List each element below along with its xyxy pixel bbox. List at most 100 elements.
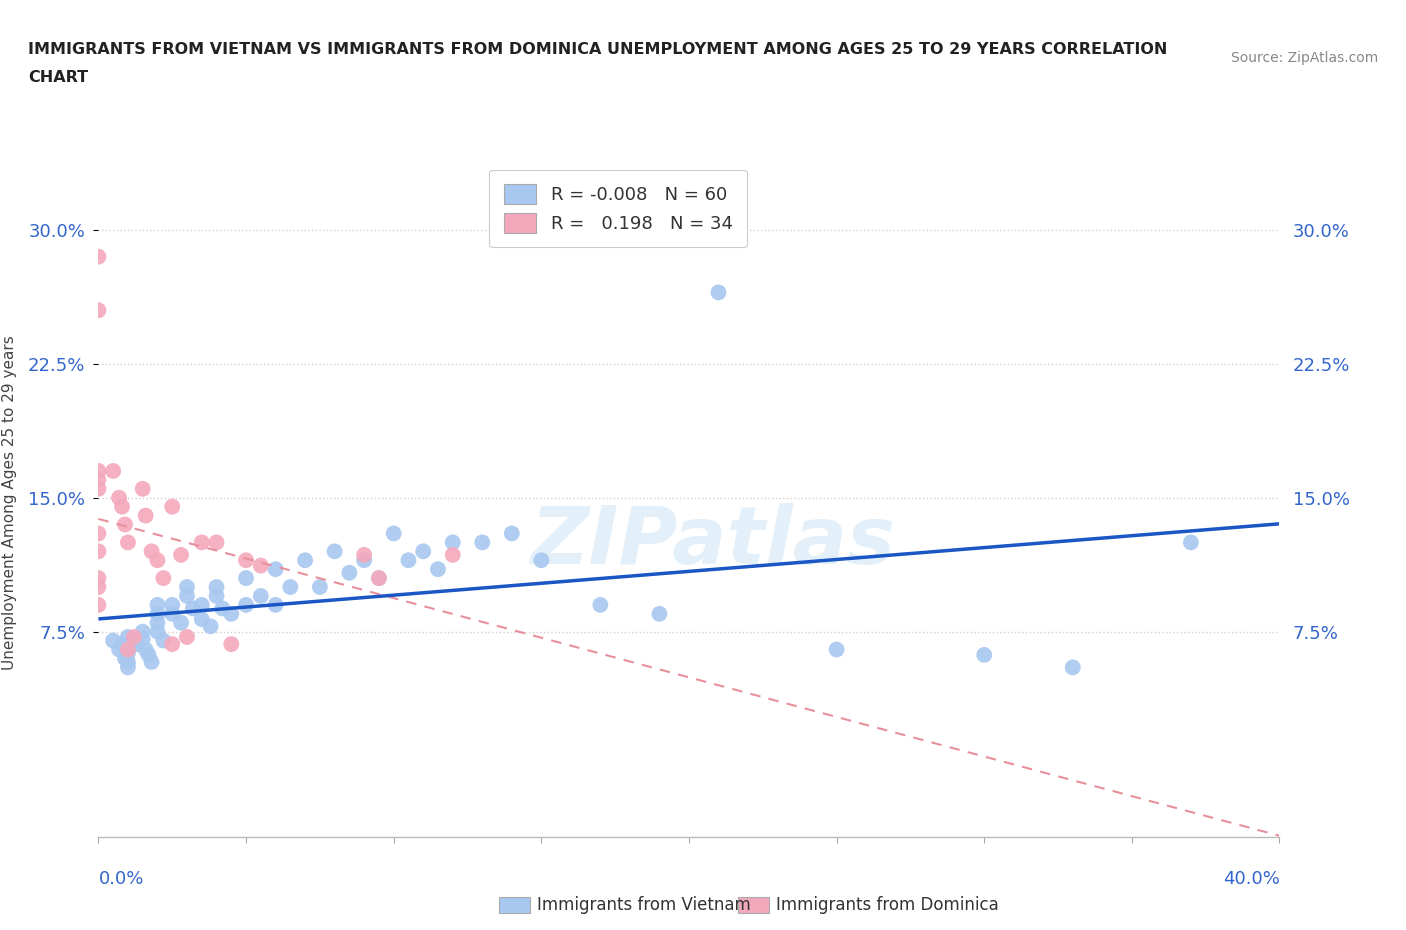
Point xyxy=(146,606,169,621)
Point xyxy=(176,589,198,604)
Point xyxy=(205,535,228,550)
Point xyxy=(87,597,110,612)
Text: 40.0%: 40.0% xyxy=(1223,870,1279,887)
Point xyxy=(294,552,316,567)
Point xyxy=(191,597,214,612)
Point xyxy=(219,606,242,621)
Point xyxy=(132,631,155,646)
Point xyxy=(87,482,110,497)
Point xyxy=(103,463,125,478)
Point xyxy=(103,633,125,648)
Point xyxy=(111,499,134,514)
Point xyxy=(427,562,450,577)
Point xyxy=(471,535,494,550)
Point xyxy=(264,597,287,612)
Point xyxy=(87,463,110,478)
Point xyxy=(412,544,434,559)
Point xyxy=(114,517,136,532)
Point xyxy=(162,606,183,621)
Text: Immigrants from Dominica: Immigrants from Dominica xyxy=(776,896,998,914)
Point xyxy=(141,544,163,559)
Point xyxy=(278,579,302,594)
Point xyxy=(138,647,160,662)
Point xyxy=(141,655,163,670)
Point xyxy=(170,616,193,631)
Point xyxy=(1180,535,1202,550)
Point xyxy=(117,655,139,670)
Point xyxy=(117,535,139,550)
Point xyxy=(264,562,287,577)
Point xyxy=(87,544,110,559)
Point xyxy=(152,633,174,648)
Point xyxy=(117,642,139,657)
Text: ZIPatlas: ZIPatlas xyxy=(530,503,896,581)
Point xyxy=(162,637,183,652)
Point xyxy=(108,490,131,505)
Point xyxy=(707,285,730,299)
Point xyxy=(146,624,169,639)
Point xyxy=(132,624,155,639)
Text: Source: ZipAtlas.com: Source: ZipAtlas.com xyxy=(1230,51,1378,65)
Point xyxy=(205,589,228,604)
Point xyxy=(87,579,110,594)
Point xyxy=(368,571,391,586)
Point xyxy=(162,597,183,612)
Point xyxy=(117,630,139,644)
Legend: R = -0.008   N = 60, R =   0.198   N = 34: R = -0.008 N = 60, R = 0.198 N = 34 xyxy=(489,170,747,247)
Point xyxy=(132,482,155,497)
Point xyxy=(176,579,198,594)
Point xyxy=(235,597,257,612)
Point xyxy=(181,601,204,616)
Point xyxy=(235,552,257,567)
Point xyxy=(87,526,110,541)
Point xyxy=(122,630,145,644)
Point xyxy=(114,651,136,666)
Point xyxy=(396,552,419,567)
Point xyxy=(973,647,995,662)
Point xyxy=(235,571,257,586)
Point xyxy=(146,616,169,631)
Point xyxy=(441,535,464,550)
Point xyxy=(589,597,612,612)
Point xyxy=(501,526,523,541)
Point xyxy=(152,571,174,586)
Point xyxy=(250,558,273,573)
Point xyxy=(219,637,242,652)
Point xyxy=(87,303,110,318)
Point xyxy=(353,552,375,567)
Point xyxy=(250,589,273,604)
Point xyxy=(1062,660,1084,675)
Point xyxy=(170,548,193,563)
Point xyxy=(825,642,848,657)
Point xyxy=(382,526,405,541)
Point xyxy=(117,660,139,675)
Point xyxy=(87,571,110,586)
Point xyxy=(122,633,145,648)
Point xyxy=(368,571,391,586)
Point xyxy=(648,606,671,621)
Point xyxy=(191,612,214,627)
Point xyxy=(87,249,110,264)
Point xyxy=(146,597,169,612)
Point xyxy=(111,637,134,652)
Point xyxy=(146,552,169,567)
Point xyxy=(108,642,131,657)
Text: 0.0%: 0.0% xyxy=(98,870,143,887)
Point xyxy=(339,565,360,580)
Point xyxy=(135,508,157,523)
Point xyxy=(117,645,139,660)
Point xyxy=(323,544,346,559)
Point xyxy=(191,535,214,550)
Text: CHART: CHART xyxy=(28,70,89,85)
Point xyxy=(125,637,148,652)
Point xyxy=(441,548,464,563)
Point xyxy=(211,601,233,616)
Y-axis label: Unemployment Among Ages 25 to 29 years: Unemployment Among Ages 25 to 29 years xyxy=(1,335,17,670)
Point xyxy=(309,579,332,594)
Point xyxy=(530,552,553,567)
Point xyxy=(176,630,198,644)
Point xyxy=(205,579,228,594)
Text: Immigrants from Vietnam: Immigrants from Vietnam xyxy=(537,896,751,914)
Point xyxy=(162,499,183,514)
Point xyxy=(135,642,157,657)
